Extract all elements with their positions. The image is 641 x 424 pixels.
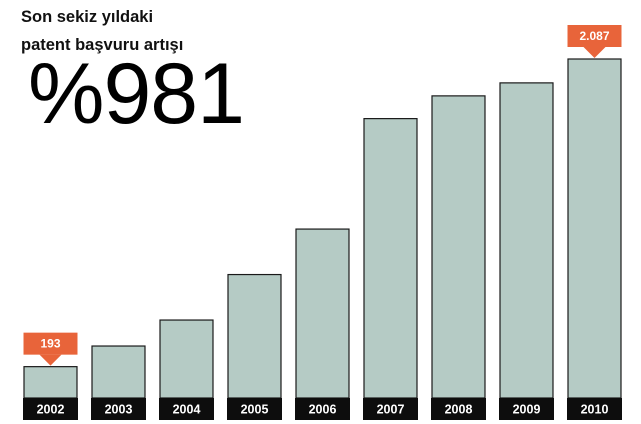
bar-2003 — [91, 345, 146, 399]
headline-line-1: Son sekiz yıldaki — [21, 8, 154, 26]
bar-2010 — [567, 58, 622, 399]
year-label-bg-2010 — [567, 398, 622, 420]
callout-value-2010: 2.087 — [579, 29, 609, 43]
year-label-bg-2005 — [227, 398, 282, 420]
year-label-bg-2004 — [159, 398, 214, 420]
callout-value-2002: 193 — [40, 337, 60, 351]
year-label-bg-2003 — [91, 398, 146, 420]
year-label-2010: 2010 — [581, 403, 609, 417]
callout-pointer-2010 — [583, 47, 606, 58]
bar-2004 — [159, 319, 214, 399]
bar-2009 — [499, 82, 554, 399]
year-label-bg-2006 — [295, 398, 350, 420]
year-label-2006: 2006 — [309, 403, 337, 417]
year-label-2005: 2005 — [241, 403, 269, 417]
callout-box-2002 — [23, 332, 78, 355]
chart-headline: Son sekiz yıldaki patent başvuru artışı — [21, 3, 261, 59]
headline-line-2: patent başvuru artışı — [21, 36, 184, 54]
year-label-bg-2007 — [363, 398, 418, 420]
bar-2006 — [295, 228, 350, 399]
year-label-bg-2009 — [499, 398, 554, 420]
year-label-bg-2008 — [431, 398, 486, 420]
year-label-2008: 2008 — [445, 403, 473, 417]
callout-pointer-2002 — [39, 354, 62, 366]
year-label-2004: 2004 — [173, 403, 201, 417]
bar-2005 — [227, 273, 282, 399]
bar-2007 — [363, 118, 418, 399]
year-label-2002: 2002 — [37, 403, 65, 417]
bar-2002 — [23, 366, 78, 399]
year-label-bg-2002 — [23, 398, 78, 420]
year-label-2009: 2009 — [513, 403, 541, 417]
growth-percentage: %981 — [28, 46, 245, 142]
year-label-2003: 2003 — [105, 403, 133, 417]
callout-box-2010 — [567, 25, 622, 47]
year-label-2007: 2007 — [377, 403, 405, 417]
bar-2008 — [431, 95, 486, 399]
